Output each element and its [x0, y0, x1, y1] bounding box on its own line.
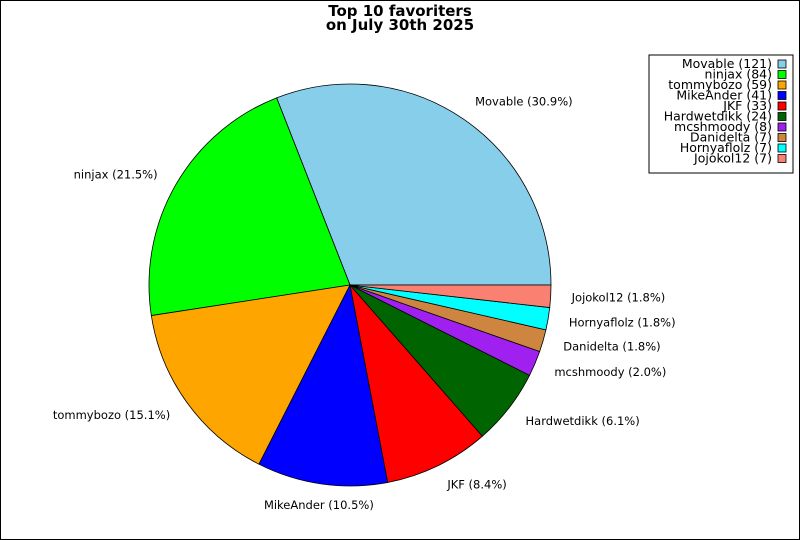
legend-swatch-hornyaflolz: [777, 143, 787, 153]
chart-title: Top 10 favoriters: [328, 2, 472, 20]
chart-subtitle: on July 30th 2025: [326, 16, 474, 34]
legend-swatch-hardwetdikk: [777, 112, 787, 121]
legend-label-movable: Movable (121): [682, 56, 772, 71]
pie-slices: [148, 83, 552, 487]
legend-label-danidelta: Danidelta (7): [690, 130, 772, 145]
legend-label-jkf: JKF (33): [722, 98, 772, 113]
pie-slice-movable: [276, 83, 552, 286]
legend-swatch-tommybozo: [777, 80, 787, 90]
legend-swatch-ninjax: [777, 70, 787, 79]
slice-label-danidelta: Danidelta (1.8%): [563, 340, 660, 354]
pie-slice-jojokol12: [349, 284, 552, 309]
pie-slice-tommybozo: [150, 284, 351, 465]
legend-swatch-danidelta: [777, 133, 787, 142]
pie-slice-mikeander: [258, 283, 389, 487]
legend-label-mcshmoody: mcshmoody (8): [674, 119, 772, 134]
legend-box: [648, 54, 794, 174]
pie-slice-ninjax: [148, 97, 351, 317]
pie-slice-jkf: [349, 283, 483, 483]
legend-swatch-mikeander: [777, 91, 787, 100]
legend-swatch-mcshmoody: [777, 122, 787, 132]
pie-slice-labels: Movable (30.9%) ninjax (21.5%) tommybozo (…: [53, 95, 676, 512]
slice-label-jojokol12: Jojokol12 (1.8%): [571, 290, 666, 304]
slice-label-mikeander: MikeAnder (10.5%): [264, 498, 374, 512]
slice-label-jkf: JKF (8.4%): [446, 478, 506, 492]
slice-label-mcshmoody: mcshmoody (2.0%): [554, 365, 666, 379]
legend-swatch-movable: [777, 59, 787, 69]
slice-label-tommybozo: tommybozo (15.1%): [53, 408, 170, 422]
legend-label-tommybozo: tommybozo (59): [668, 77, 772, 92]
legend-label-jojokol12: Jojokol12 (7): [693, 151, 772, 166]
slice-label-movable: Movable (30.9%): [475, 95, 573, 109]
slice-label-ninjax: ninjax (21.5%): [74, 167, 158, 181]
legend-label-hardwetdikk: Hardwetdikk (24): [664, 109, 772, 124]
legend-swatch-jkf: [777, 101, 787, 111]
legend-swatch-jojokol12: [777, 154, 787, 163]
legend-label-mikeander: MikeAnder (41): [676, 88, 772, 103]
legend: Movable (121)ninjax (84)tommybozo (59)Mi…: [648, 54, 794, 174]
legend-label-hornyaflolz: Hornyaflolz (7): [680, 140, 772, 155]
slice-label-hardwetdikk: Hardwetdikk (6.1%): [526, 414, 640, 428]
legend-label-ninjax: ninjax (84): [705, 67, 772, 82]
slice-label-hornyaflolz: Hornyaflolz (1.8%): [569, 315, 676, 329]
